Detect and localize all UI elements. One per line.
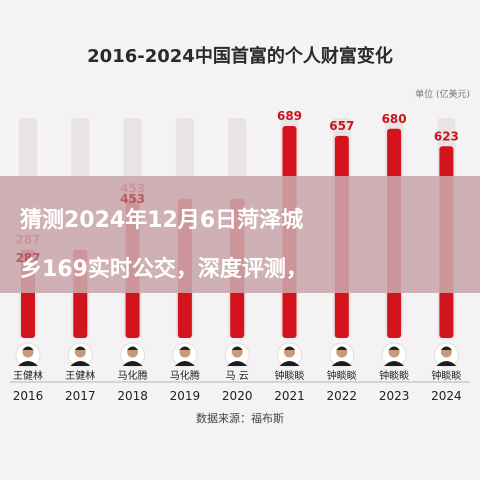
person-name: 钟睒睒 (379, 369, 409, 382)
person-name: 王健林 (65, 369, 95, 382)
value-label-behind-band: 287 (15, 251, 40, 265)
avatar-suit (436, 361, 457, 366)
avatar-suit (122, 361, 143, 366)
year-label: 2017 (65, 389, 96, 403)
overlay-band (0, 176, 480, 293)
person-name: 钟睒睒 (275, 369, 305, 382)
year-label: 2021 (274, 389, 305, 403)
overlay-labels: 287 453 (15, 192, 145, 265)
source-label: 数据来源：福布斯 (196, 411, 284, 425)
avatar-suit (331, 361, 352, 366)
year-label: 2020 (222, 389, 253, 403)
avatar-hair (22, 346, 34, 350)
person-name: 马化腾 (118, 369, 148, 382)
person-name: 钟睒睒 (431, 369, 461, 382)
avatar-suit (18, 361, 38, 366)
avatar-hair (127, 346, 139, 350)
years-layer: 2016 2017 2018 2019 2020 2021 2022 2023 2024 (13, 389, 462, 403)
avatar-suit (70, 361, 91, 366)
value-label: 689 (277, 109, 302, 123)
year-label: 2024 (431, 389, 462, 403)
person-avatar-icon (120, 342, 146, 368)
avatar-hair (388, 346, 400, 350)
person-name: 钟睒睒 (327, 369, 357, 382)
value-label: 657 (329, 119, 354, 133)
avatars-layer (15, 342, 459, 368)
person-avatar-icon (15, 342, 41, 368)
avatar-suit (384, 361, 405, 366)
overlay-line-1: 猜测2024年12月6日菏泽城 (19, 207, 303, 233)
person-avatar-icon (67, 342, 93, 368)
avatar-suit (227, 361, 248, 366)
avatar-hair (231, 346, 243, 350)
person-name: 马 云 (226, 370, 249, 382)
year-label: 2019 (170, 389, 201, 403)
person-avatar-icon (172, 342, 198, 368)
avatar-suit (174, 361, 195, 366)
avatar-hair (336, 346, 348, 350)
value-label-behind-band: 453 (120, 192, 145, 206)
unit-label: 单位 (亿美元) (415, 88, 470, 100)
value-label: 623 (434, 129, 459, 143)
person-avatar-icon (329, 342, 355, 368)
names-layer: 王健林 王健林 马化腾 马化腾 马 云 钟睒睒 钟睒睒 钟睒睒 钟睒睒 (13, 369, 461, 382)
person-avatar-icon (277, 342, 302, 368)
person-avatar-icon (433, 342, 459, 368)
value-label: 680 (382, 112, 407, 126)
person-avatar-icon (381, 342, 407, 368)
year-label: 2022 (327, 389, 358, 403)
year-label: 2018 (117, 389, 148, 403)
avatar-hair (179, 346, 191, 350)
person-avatar-icon (224, 342, 250, 368)
avatar-hair (440, 346, 452, 350)
avatar-hair (284, 346, 295, 350)
person-name: 马化腾 (170, 369, 200, 382)
person-name: 王健林 (13, 369, 43, 382)
year-label: 2016 (13, 389, 44, 403)
avatar-suit (279, 361, 300, 366)
chart-title: 2016-2024中国首富的个人财富变化 (87, 45, 393, 67)
overlay-line-2: 乡169实时公交，深度评测， (20, 256, 308, 282)
avatar-hair (74, 346, 86, 350)
year-label: 2023 (379, 389, 410, 403)
